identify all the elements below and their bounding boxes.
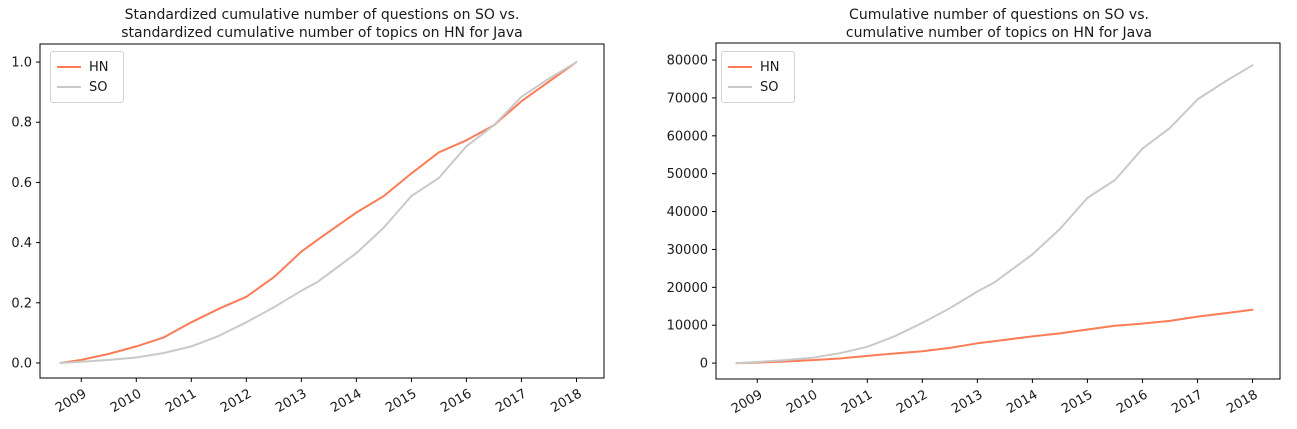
svg-text:2015: 2015 (383, 386, 419, 416)
svg-text:2010: 2010 (108, 386, 144, 416)
legend-entry-so: SO (57, 77, 115, 97)
svg-text:2014: 2014 (328, 386, 364, 416)
left-chart: Standardized cumulative number of questi… (0, 6, 644, 416)
svg-text:2012: 2012 (894, 387, 930, 417)
svg-text:2011: 2011 (163, 386, 199, 416)
legend-label-hn: HN (760, 59, 780, 75)
svg-text:2013: 2013 (273, 386, 309, 416)
left-chart-legend: HN SO (50, 51, 124, 103)
svg-text:1.0: 1.0 (11, 56, 32, 71)
svg-text:30000: 30000 (667, 243, 708, 258)
svg-text:2016: 2016 (1114, 387, 1150, 417)
svg-text:2015: 2015 (1059, 387, 1095, 417)
svg-text:2018: 2018 (548, 386, 584, 416)
svg-text:50000: 50000 (667, 167, 708, 182)
svg-text:2017: 2017 (1169, 387, 1205, 417)
svg-text:0.6: 0.6 (11, 176, 32, 191)
right-chart-plot-area: 2009 2010 2011 2012 2013 2014 2015 2016 2017 2018… (667, 42, 1281, 417)
so-line-swatch (728, 86, 752, 88)
svg-text:2009: 2009 (53, 386, 89, 416)
legend-entry-hn: HN (728, 57, 786, 77)
svg-text:10000: 10000 (667, 319, 708, 334)
right-chart: Cumulative number of questions on SO vs.… (649, 0, 1297, 429)
svg-text:0: 0 (700, 357, 708, 372)
right-chart-legend: HN SO (721, 51, 795, 103)
svg-text:40000: 40000 (667, 205, 708, 220)
left-chart-plot-area: 2009 2010 2011 2012 2013 2014 2015 2016 2017 2018… (11, 43, 605, 416)
svg-text:60000: 60000 (667, 129, 708, 144)
legend-label-hn: HN (89, 59, 109, 75)
svg-text:0.8: 0.8 (11, 116, 32, 131)
left-chart-title: Standardized cumulative number of questi… (0, 6, 644, 42)
hn-line-swatch (57, 66, 81, 68)
svg-text:2016: 2016 (438, 386, 474, 416)
so-line-swatch (57, 86, 81, 88)
svg-text:0.0: 0.0 (11, 356, 32, 371)
legend-label-so: SO (760, 79, 779, 95)
svg-text:2010: 2010 (784, 387, 820, 417)
right-chart-title-line2: cumulative number of topics on HN for Ja… (845, 25, 1153, 41)
left-chart-title-line1: Standardized cumulative number of questi… (124, 7, 520, 23)
svg-text:70000: 70000 (667, 91, 708, 106)
svg-text:2013: 2013 (949, 387, 985, 417)
hn-line-swatch (728, 66, 752, 68)
legend-label-so: SO (89, 79, 108, 95)
right-chart-title: Cumulative number of questions on SO vs.… (717, 6, 1281, 42)
svg-text:2009: 2009 (729, 387, 765, 417)
svg-text:20000: 20000 (667, 281, 708, 296)
legend-entry-hn: HN (57, 57, 115, 77)
svg-text:2011: 2011 (839, 387, 875, 417)
svg-text:80000: 80000 (667, 54, 708, 69)
svg-text:2014: 2014 (1004, 387, 1040, 417)
svg-text:2017: 2017 (493, 386, 529, 416)
right-chart-title-line1: Cumulative number of questions on SO vs. (849, 7, 1149, 23)
left-chart-title-line2: standardized cumulative number of topics… (121, 25, 523, 41)
svg-text:0.2: 0.2 (11, 296, 32, 311)
svg-text:0.4: 0.4 (11, 236, 32, 251)
legend-entry-so: SO (728, 77, 786, 97)
svg-text:2012: 2012 (218, 386, 254, 416)
svg-text:2018: 2018 (1224, 387, 1260, 417)
